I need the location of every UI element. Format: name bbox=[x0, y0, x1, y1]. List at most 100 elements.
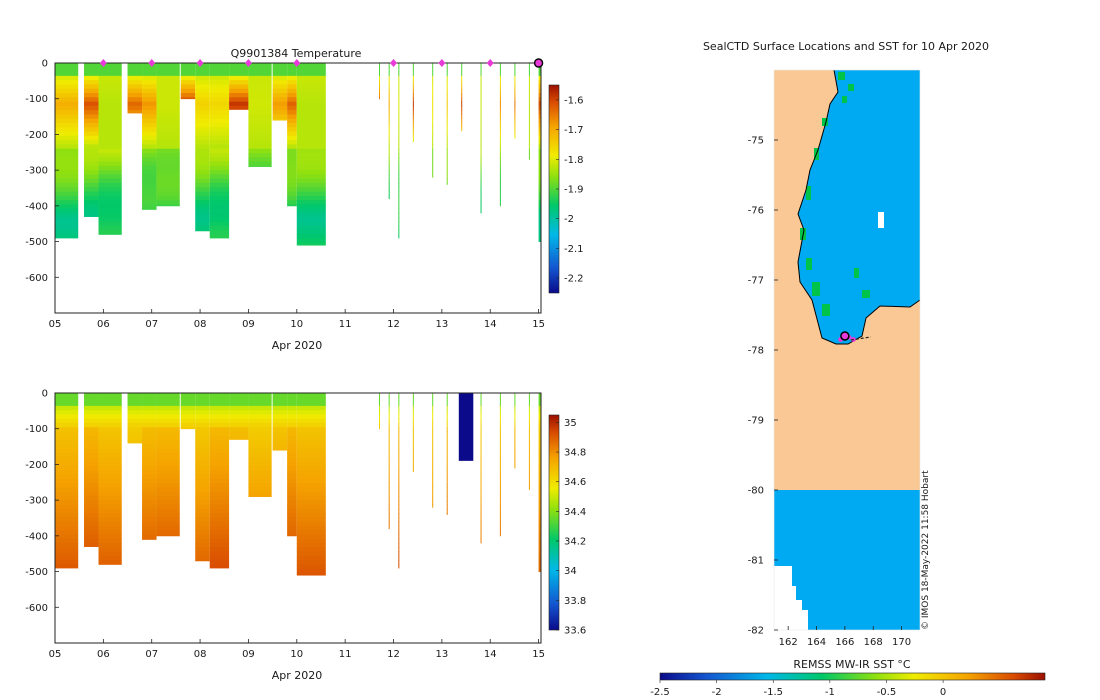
profile-cell bbox=[98, 427, 122, 432]
profile-cell bbox=[142, 401, 157, 407]
profile-cell bbox=[514, 88, 516, 94]
profile-cell bbox=[388, 97, 390, 102]
profile-cell bbox=[432, 153, 434, 158]
profile-cell bbox=[55, 530, 79, 535]
profile-cell bbox=[461, 110, 463, 115]
profile-cell bbox=[55, 225, 79, 231]
profile-cell bbox=[248, 88, 272, 94]
map-colorbar-label: REMSS MW-IR SST °C bbox=[793, 658, 911, 671]
profile-cell bbox=[499, 161, 501, 167]
profile-cell bbox=[287, 118, 297, 124]
profile-cell bbox=[195, 157, 210, 162]
profile-cell bbox=[195, 491, 210, 497]
profile-cell bbox=[538, 153, 541, 158]
profile-cell bbox=[156, 63, 180, 68]
profile-cell bbox=[296, 204, 326, 210]
profile-cell bbox=[142, 410, 157, 415]
profile-cell bbox=[446, 153, 448, 158]
profile-cell bbox=[528, 440, 530, 445]
profile-cell bbox=[528, 118, 530, 124]
profile-cell bbox=[379, 423, 380, 428]
profile-cell bbox=[272, 114, 288, 120]
profile-cell bbox=[55, 191, 79, 197]
profile-cell bbox=[432, 157, 434, 162]
profile-cell bbox=[461, 63, 463, 68]
profile-cell bbox=[55, 63, 79, 68]
sst-cell bbox=[842, 96, 847, 103]
profile-cell bbox=[398, 101, 400, 107]
profile-cell bbox=[84, 118, 99, 124]
profile-cell bbox=[528, 63, 530, 68]
profile-cell bbox=[296, 123, 326, 128]
profile-cell bbox=[55, 140, 79, 145]
profile-cell bbox=[398, 67, 400, 72]
profile-cell bbox=[514, 67, 516, 72]
profile-cell bbox=[209, 88, 230, 94]
salinity-colorbar-ticks: 35 34.8 34.6 34.4 34.2 34 33.8 33.6 bbox=[556, 418, 586, 637]
profile-cell bbox=[98, 204, 122, 210]
profile-cell bbox=[209, 440, 230, 445]
profile-cell bbox=[272, 431, 288, 437]
profile-cell bbox=[142, 63, 157, 68]
profile-cell bbox=[98, 521, 122, 527]
profile-cell bbox=[142, 435, 157, 441]
profile-cell bbox=[388, 110, 390, 115]
profile-cell bbox=[287, 453, 297, 458]
profile-cell bbox=[98, 453, 122, 458]
profile-cell bbox=[55, 500, 79, 505]
profile-cell bbox=[84, 500, 99, 505]
profile-cell bbox=[287, 187, 297, 192]
profile-cell bbox=[156, 393, 180, 398]
profile-cell bbox=[398, 478, 400, 484]
profile-cell bbox=[195, 470, 210, 475]
profile-cell bbox=[287, 183, 297, 188]
profile-cell bbox=[127, 75, 143, 81]
profile-cell bbox=[84, 461, 99, 467]
profile-cell bbox=[499, 144, 501, 150]
profile-cell bbox=[195, 543, 210, 548]
profile-cell bbox=[538, 148, 541, 154]
x-tick-label: 14 bbox=[484, 649, 497, 660]
profile-cell bbox=[528, 131, 530, 137]
profile-cell bbox=[296, 478, 326, 484]
profile-cell bbox=[446, 483, 448, 488]
profile-cell bbox=[499, 183, 501, 188]
profile-cell bbox=[84, 521, 99, 527]
profile-cell bbox=[142, 444, 157, 450]
profile-cell bbox=[398, 517, 400, 522]
profile-cell bbox=[209, 470, 230, 475]
colorbar-tick-label: 33.8 bbox=[564, 596, 586, 607]
profile-cell bbox=[98, 405, 122, 411]
profile-cell bbox=[287, 135, 297, 141]
profile-cell bbox=[142, 195, 157, 201]
profile-cell bbox=[538, 555, 541, 561]
x-tick-label: 07 bbox=[145, 319, 158, 330]
profile-cell bbox=[98, 157, 122, 162]
profile-cell bbox=[499, 187, 501, 192]
profile-cell bbox=[209, 401, 230, 407]
profile-cell bbox=[296, 243, 326, 246]
profile-cell bbox=[528, 427, 530, 432]
profile-cell bbox=[379, 410, 380, 415]
profile-cell bbox=[538, 135, 541, 141]
profile-cell bbox=[55, 93, 79, 98]
profile-cell bbox=[209, 564, 230, 569]
profile-cell bbox=[379, 397, 380, 402]
profile-cell bbox=[98, 174, 122, 180]
profile-cell bbox=[480, 431, 482, 437]
profile-cell bbox=[398, 414, 400, 420]
profile-cell bbox=[296, 427, 326, 432]
colorbar-tick-label: -0.5 bbox=[877, 687, 897, 698]
profile-cell bbox=[379, 75, 380, 81]
profile-cell bbox=[412, 93, 414, 98]
profile-cell bbox=[388, 448, 390, 454]
profile-cell bbox=[229, 80, 249, 85]
profile-cell bbox=[388, 487, 390, 492]
profile-cell bbox=[499, 71, 501, 77]
profile-cell bbox=[287, 204, 297, 207]
profile-cell bbox=[98, 487, 122, 492]
profile-cell bbox=[296, 187, 326, 192]
profile-cell bbox=[432, 75, 434, 81]
profile-cell bbox=[538, 405, 541, 411]
profile-cell bbox=[195, 405, 210, 411]
